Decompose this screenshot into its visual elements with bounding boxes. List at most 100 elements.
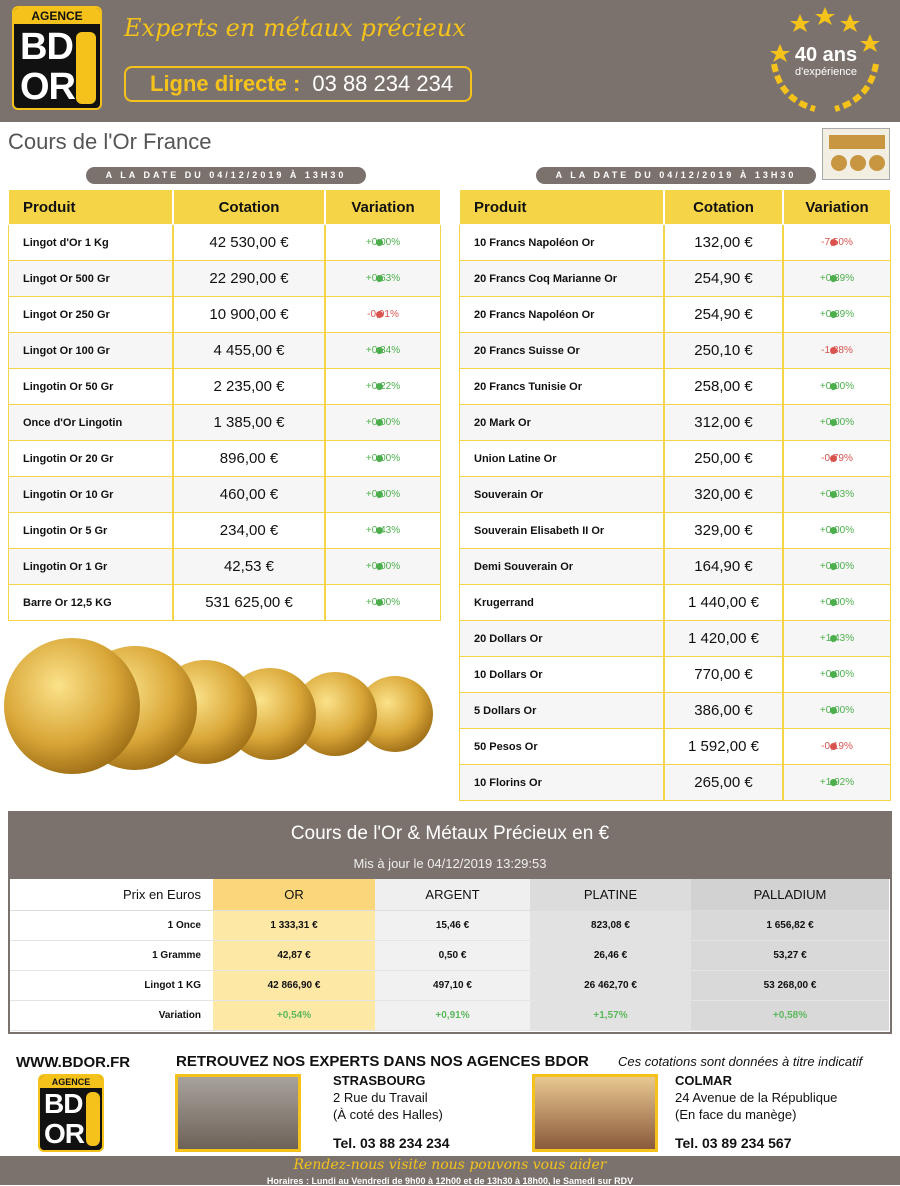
variation-cell: +0,00% [325, 405, 441, 441]
price: 265,00 € [664, 765, 783, 801]
metal-price: 0,50 € [375, 941, 530, 971]
variation-dot [830, 743, 837, 750]
header: AGENCE BD OR Experts en métaux précieux … [0, 0, 900, 122]
metals-row-label: Lingot 1 KG [10, 971, 213, 1001]
variation-cell: -7,50% [783, 225, 891, 261]
variation: -0,19% [821, 741, 853, 752]
logo-bar [76, 32, 96, 104]
metal-price: 53,27 € [691, 941, 889, 971]
variation: -0,79% [821, 453, 853, 464]
product-name: Lingotin Or 5 Gr [8, 513, 173, 549]
metal-price: +0,54% [213, 1001, 375, 1031]
price: 234,00 € [173, 513, 325, 549]
metal-price: +0,58% [691, 1001, 889, 1031]
variation: +0,00% [365, 597, 401, 608]
product-name: 20 Francs Coq Marianne Or [459, 261, 664, 297]
metals-column-header: Prix en Euros [10, 879, 213, 911]
page-title: Cours de l'Or France [8, 129, 212, 154]
variation-dot [376, 527, 383, 534]
price: 1 592,00 € [664, 729, 783, 765]
variation-cell: +0,00% [783, 405, 891, 441]
product-name: Lingotin Or 20 Gr [8, 441, 173, 477]
variation: +0,00% [819, 417, 855, 428]
metal-price: 26,46 € [530, 941, 691, 971]
badge-graphic [770, 7, 880, 112]
variation-cell: -0,79% [783, 441, 891, 477]
price: 460,00 € [173, 477, 325, 513]
variation-cell: +0,00% [325, 585, 441, 621]
price: 896,00 € [173, 441, 325, 477]
product-name: 50 Pesos Or [459, 729, 664, 765]
price: 770,00 € [664, 657, 783, 693]
variation-cell: +0,34% [325, 333, 441, 369]
date-pill: A LA DATE DU 04/12/2019 À 13H30 [86, 167, 366, 184]
metals-title: Cours de l'Or & Métaux Précieux en € [290, 823, 610, 844]
variation-dot [376, 419, 383, 426]
variation: +1,92% [819, 777, 855, 788]
price: 132,00 € [664, 225, 783, 261]
metals-updated: Mis à jour le 04/12/2019 13:29:53 [353, 856, 547, 871]
variation-cell: -1,88% [783, 333, 891, 369]
metal-price: +1,57% [530, 1001, 691, 1031]
variation-dot [830, 275, 837, 282]
product-name: Union Latine Or [459, 441, 664, 477]
product-name: Lingotin Or 50 Gr [8, 369, 173, 405]
metals-column-header: ARGENT [375, 879, 530, 911]
variation-dot [830, 347, 837, 354]
price: 1 420,00 € [664, 621, 783, 657]
variation-cell: +1,92% [783, 765, 891, 801]
price: 254,90 € [664, 297, 783, 333]
product-name: Demi Souverain Or [459, 549, 664, 585]
thumb-coin [831, 155, 847, 171]
variation: -7,50% [821, 237, 853, 248]
agency-phone: Tel. 03 88 234 234 [333, 1135, 450, 1151]
variation-dot [830, 311, 837, 318]
product-name: Barre Or 12,5 KG [8, 585, 173, 621]
footer-logo: AGENCE BD OR [38, 1074, 104, 1152]
variation-dot [376, 563, 383, 570]
variation-dot [830, 563, 837, 570]
product-name: 20 Francs Suisse Or [459, 333, 664, 369]
price: 22 290,00 € [173, 261, 325, 297]
agency-address: 24 Avenue de la République [675, 1090, 838, 1105]
variation: +0,00% [819, 561, 855, 572]
variation: -0,91% [367, 309, 399, 320]
column-header: Variation [325, 189, 441, 225]
metal-price: 497,10 € [375, 971, 530, 1001]
price: 258,00 € [664, 369, 783, 405]
coin [357, 676, 433, 752]
product-name: Lingotin Or 1 Gr [8, 549, 173, 585]
variation-cell: -0,19% [783, 729, 891, 765]
metal-price: 26 462,70 € [530, 971, 691, 1001]
website[interactable]: WWW.BDOR.FR [16, 1054, 131, 1071]
agency-address: (En face du manège) [675, 1107, 797, 1122]
hotline-label: Ligne directe : [150, 71, 301, 96]
agency-photo [175, 1074, 301, 1152]
badge-years: 40 ans [794, 44, 858, 66]
variation: +0,39% [819, 309, 855, 320]
column-header: Produit [8, 189, 173, 225]
product-name: Souverain Or [459, 477, 664, 513]
tagline: Experts en métaux précieux [124, 14, 466, 42]
variation-dot [830, 599, 837, 606]
variation: +0,00% [819, 381, 855, 392]
column-header: Variation [783, 189, 891, 225]
agency-photo [532, 1074, 658, 1152]
metal-price: 15,46 € [375, 911, 530, 941]
variation-dot [376, 275, 383, 282]
metals-header: Cours de l'Or & Métaux Précieux en € Mis… [10, 813, 890, 879]
agency-city: STRASBOURG [333, 1073, 426, 1088]
metal-price: 53 268,00 € [691, 971, 889, 1001]
variation-cell: +0,63% [325, 261, 441, 297]
logo-bar [86, 1092, 100, 1146]
variation-dot [376, 491, 383, 498]
metals-column-header: OR [213, 879, 375, 911]
agency-address: (À coté des Halles) [333, 1107, 443, 1122]
price: 1 440,00 € [664, 585, 783, 621]
price: 386,00 € [664, 693, 783, 729]
variation: +0,00% [819, 597, 855, 608]
price: 312,00 € [664, 405, 783, 441]
price: 254,90 € [664, 261, 783, 297]
variation-cell: +0,03% [783, 477, 891, 513]
hotline-number: 03 88 234 234 [312, 71, 454, 96]
